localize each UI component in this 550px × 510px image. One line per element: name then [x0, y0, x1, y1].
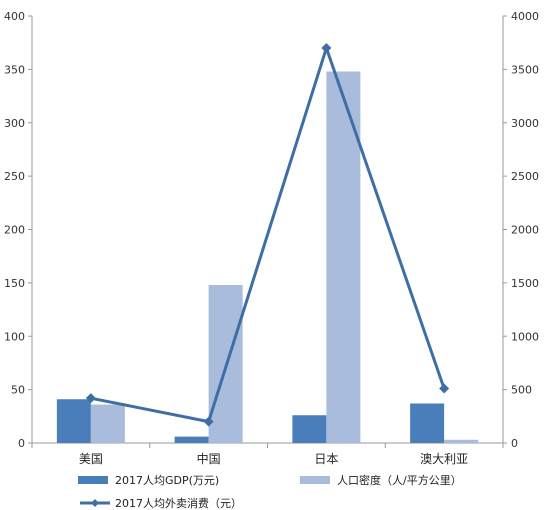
- line-point-marker: [439, 383, 450, 394]
- bar-gdp: [410, 403, 445, 443]
- left-tick-label: 350: [4, 63, 25, 76]
- right-tick-label: 2500: [511, 170, 539, 183]
- left-tick-label: 400: [4, 10, 25, 23]
- bar-density: [444, 439, 479, 443]
- legend-label-delivery: 2017人均外卖消费（元）: [115, 496, 242, 510]
- right-tick-label: 4000: [511, 10, 539, 23]
- right-tick-label: 3000: [511, 117, 539, 130]
- left-tick-label: 50: [11, 384, 25, 397]
- legend-swatch-density: [300, 476, 330, 484]
- left-tick-label: 100: [4, 330, 25, 343]
- bar-density: [90, 404, 125, 443]
- right-tick-label: 1500: [511, 277, 539, 290]
- right-tick-label: 2000: [511, 224, 539, 237]
- bar-gdp: [56, 399, 91, 443]
- left-tick-label: 150: [4, 277, 25, 290]
- left-tick-label: 0: [18, 437, 25, 450]
- x-tick-label: 日本: [314, 452, 338, 466]
- line-delivery-spending: [90, 46, 446, 424]
- left-tick-label: 200: [4, 224, 25, 237]
- line-point-marker: [203, 416, 214, 427]
- x-tick-label: 美国: [79, 452, 103, 466]
- line-point-marker: [85, 393, 96, 404]
- left-tick-label: 300: [4, 117, 25, 130]
- x-tick-label: 澳大利亚: [420, 452, 468, 466]
- right-tick-label: 3500: [511, 63, 539, 76]
- legend-swatch-gdp: [78, 476, 108, 484]
- bar-gdp: [292, 415, 327, 443]
- right-tick-label: 1000: [511, 330, 539, 343]
- legend-swatch-delivery-marker: [91, 499, 99, 507]
- right-tick-label: 0: [511, 437, 518, 450]
- legend-label-density: 人口密度（人/平方公里）: [337, 473, 462, 487]
- legend-label-gdp: 2017人均GDP(万元): [115, 474, 219, 487]
- left-tick-label: 250: [4, 170, 25, 183]
- x-tick-label: 中国: [197, 451, 221, 466]
- right-tick-label: 500: [511, 384, 532, 397]
- line-point-marker: [321, 43, 332, 54]
- bar-gdp: [174, 436, 209, 443]
